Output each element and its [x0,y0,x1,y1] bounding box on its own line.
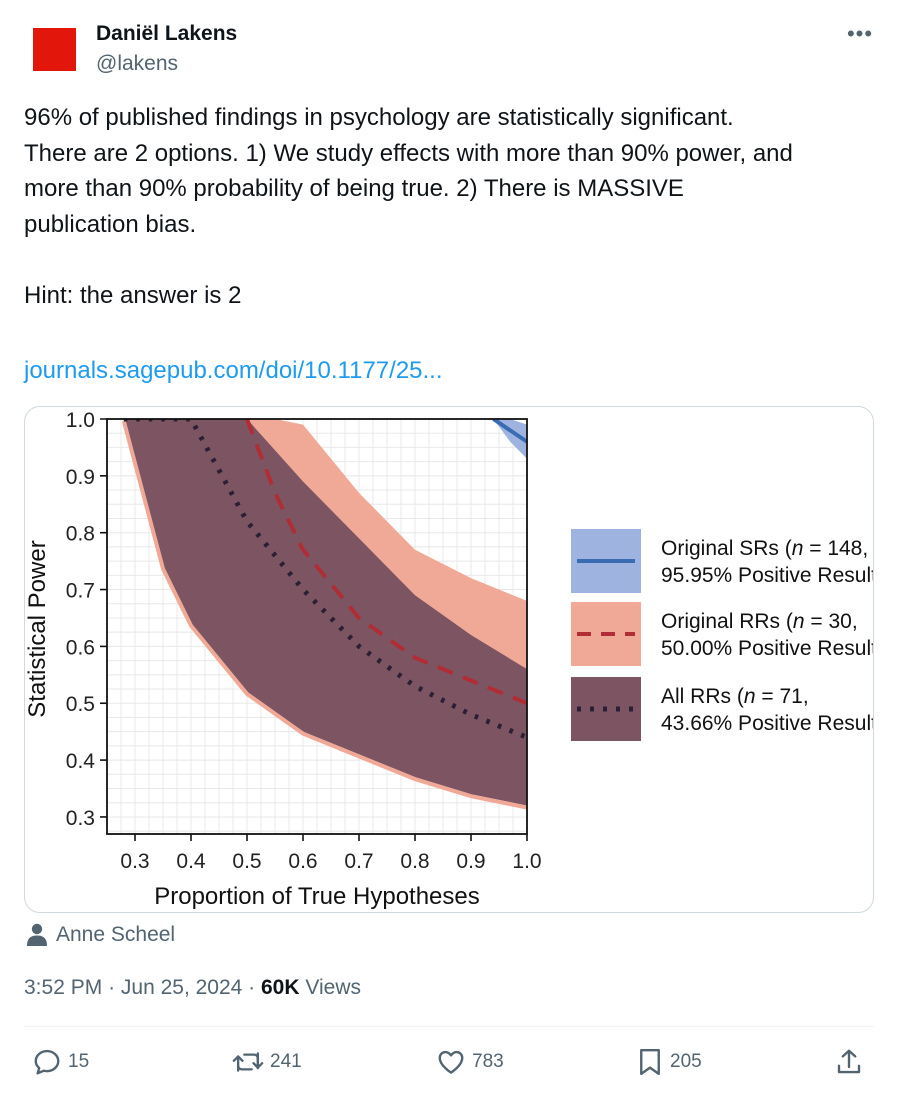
share-button[interactable] [834,1044,870,1080]
tweet-text-line: publication bias. [24,210,197,238]
y-tick-label: 0.8 [66,523,95,546]
reply-count: 15 [68,1051,90,1072]
repost-button[interactable]: 241 [232,1044,302,1080]
ellipsis-icon[interactable]: ••• [846,21,874,46]
y-axis-label: Statistical Power [25,540,51,717]
x-tick-label: 0.8 [400,850,429,873]
x-tick-label: 0.6 [288,850,317,873]
media-image[interactable]: 1.0 0.9 0.8 0.7 0.6 0.5 0.4 0.3 0.3 0.4 0.5 0.6 0.7 0… [24,406,874,913]
tweet-date[interactable]: Jun 25, 2024 [120,976,243,999]
article-link[interactable]: journals.sagepub.com/doi/10.1177/25... [24,357,443,384]
like-button[interactable]: 783 [436,1044,504,1080]
author-name[interactable]: Daniël Lakens [96,22,238,45]
chart: 1.0 0.9 0.8 0.7 0.6 0.5 0.4 0.3 0.3 0.4 0.5 0.6 0.7 0… [25,409,873,910]
y-tick-label: 0.7 [66,580,95,603]
tweet-hint: Hint: the answer is 2 [24,281,242,309]
x-tick-label: 0.9 [456,850,485,873]
axes: 1.0 0.9 0.8 0.7 0.6 0.5 0.4 0.3 0.3 0.4 0.5 0.6 0.7 0… [66,409,542,873]
series-line-original-rrs [245,419,527,706]
band-original-srs [493,419,527,459]
repost-count: 241 [270,1051,302,1072]
legend: Original SRs (n = 148, 95.95% Positive Re… [571,529,873,741]
bookmark-icon [640,1048,660,1076]
x-tick-label: 0.3 [120,850,149,873]
y-tick-label: 0.5 [66,693,95,716]
y-tick-label: 0.9 [66,466,95,489]
tweet-text-line: 96% of published findings in psychology … [24,104,734,131]
bookmark-button[interactable]: 205 [636,1044,702,1080]
repost-icon [232,1052,264,1072]
bookmark-count: 205 [670,1051,702,1072]
avatar[interactable] [33,28,76,71]
divider [24,1026,874,1027]
x-tick-label: 1.0 [512,850,541,873]
author-handle[interactable]: @lakens [96,52,179,75]
band-all-rrs [123,419,527,806]
heart-icon [438,1050,464,1074]
series-line-original-srs [492,419,527,444]
reply-button[interactable]: 15 [32,1044,89,1080]
x-tick-label: 0.7 [344,850,373,873]
tweet-text-line: more than 90% probability of being true.… [24,175,684,202]
views-count: 60K [261,976,300,999]
legend-label-line2: 50.00% Positive Results) [661,637,873,660]
legend-label: Original RRs (n = 30, [661,610,858,633]
band-edge [121,420,527,810]
media-tag-name: Anne Scheel [56,923,176,946]
legend-label-line2: 95.95% Positive Results) [661,564,873,587]
tweet-text: 96% of published findings in psychology … [24,100,874,313]
tweet-meta: 3:52 PM · Jun 25, 2024 · 60K Views [24,976,362,999]
like-count: 783 [472,1051,504,1072]
y-tick-label: 0.4 [66,750,96,773]
bands [121,419,527,810]
legend-label-line2: 43.66% Positive Results) [661,712,873,735]
media-tag[interactable]: Anne Scheel [26,921,175,949]
legend-label: Original SRs (n = 148, [661,537,868,560]
lines [123,419,527,740]
plot-frame [106,418,528,835]
views-label: Views [305,976,362,999]
x-tick-label: 0.5 [232,850,261,873]
x-axis-label: Proportion of True Hypotheses [154,883,480,910]
share-icon [837,1049,861,1074]
y-tick-label: 0.3 [66,807,95,830]
person-icon [27,924,47,947]
y-tick-label: 0.6 [66,636,95,659]
legend-label: All RRs (n = 71, [661,685,809,708]
x-tick-label: 0.4 [176,850,206,873]
reply-icon [34,1049,60,1075]
tweet-time[interactable]: 3:52 PM [24,976,103,999]
y-tick-label: 1.0 [66,409,95,432]
tweet-text-line: There are 2 options. 1) We study effects… [24,139,793,167]
